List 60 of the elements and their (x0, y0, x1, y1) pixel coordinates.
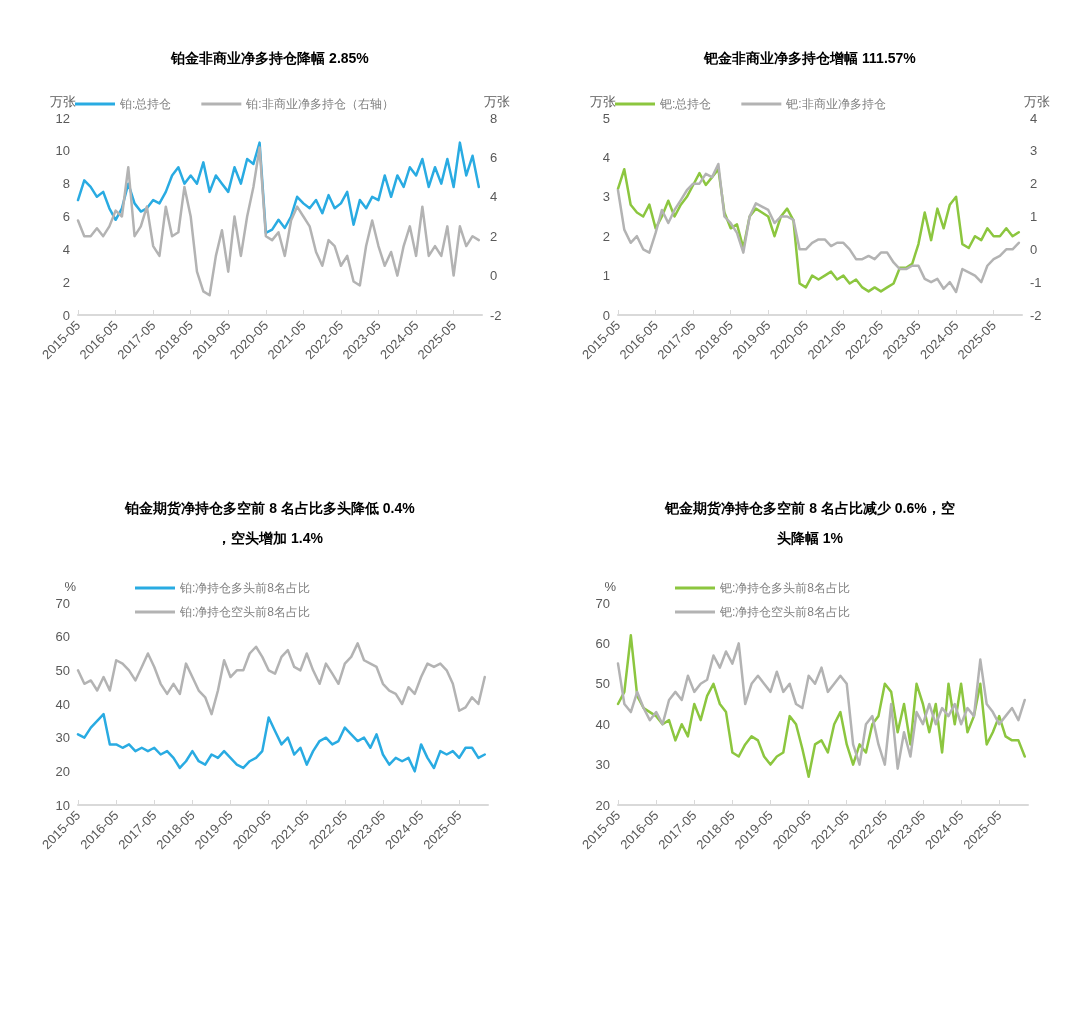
y-tick-label: 1 (602, 268, 610, 284)
legend-label: 钯:净持仓多头前8名占比 (719, 581, 851, 595)
y-tick-label: 2 (602, 228, 610, 244)
y-axis-title: % (604, 579, 617, 594)
y2-tick-label: 2 (1030, 176, 1038, 192)
y-tick-label: 6 (62, 209, 70, 224)
legend-label: 钯:非商业净多持仓 (785, 97, 886, 111)
legend-label: 铂:净持仓多头前8名占比 (179, 581, 311, 595)
chart-title: 铂金非商业净多持仓降幅 2.85% (170, 50, 370, 66)
y-tick-label: 5 (602, 110, 610, 126)
y-tick-label: 30 (595, 757, 610, 773)
y-tick-label: 2 (62, 274, 70, 290)
y2-axis-title: 万张 (484, 94, 510, 109)
legend-label: 钯:净持仓空头前8名占比 (719, 605, 851, 619)
y-tick-label: 0 (602, 307, 610, 323)
y2-tick-label: -2 (1030, 307, 1042, 323)
y-tick-label: 40 (595, 716, 610, 732)
y2-tick-label: 4 (490, 189, 498, 205)
y-tick-label: 60 (595, 635, 610, 651)
y-tick-label: 70 (55, 595, 70, 611)
legend-label: 钯:总持仓 (659, 97, 712, 111)
y-tick-label: 8 (62, 176, 70, 192)
y2-tick-label: 8 (490, 110, 498, 126)
y2-tick-label: -1 (1030, 274, 1042, 290)
chart-title: 钯金期货净持仓多空前 8 名占比减少 0.6%，空头降幅 1% (664, 500, 955, 546)
y-tick-label: 60 (55, 629, 70, 645)
y-tick-label: 0 (62, 307, 70, 323)
y-tick-label: 50 (595, 676, 610, 692)
y-tick-label: 10 (55, 143, 70, 159)
y-tick-label: 4 (62, 241, 70, 257)
y2-tick-label: 0 (490, 268, 498, 284)
line-series (76, 712, 487, 773)
y-axis-title: % (64, 579, 77, 594)
y-tick-label: 12 (55, 110, 70, 126)
line-series (76, 642, 487, 716)
y2-tick-label: 1 (1030, 209, 1038, 224)
line-series (76, 146, 481, 297)
y-axis-title: 万张 (50, 94, 76, 109)
y2-tick-label: -2 (490, 307, 502, 323)
y-tick-label: 3 (602, 189, 610, 205)
y2-tick-label: 2 (490, 228, 498, 244)
legend-label: 铂:总持仓 (119, 97, 172, 111)
y2-tick-label: 4 (1030, 110, 1038, 126)
legend-label: 铂:净持仓空头前8名占比 (179, 605, 311, 619)
y-tick-label: 30 (55, 730, 70, 746)
y2-tick-label: 6 (490, 149, 498, 165)
y2-axis-title: 万张 (1024, 94, 1050, 109)
chart-title: 钯金非商业净多持仓增幅 111.57% (703, 50, 917, 66)
y-tick-label: 20 (55, 763, 70, 779)
y-tick-label: 4 (602, 149, 610, 165)
y2-tick-label: 3 (1030, 143, 1038, 159)
chart-title: 铂金期货净持仓多空前 8 名占比多头降低 0.4%，空头增加 1.4% (124, 500, 416, 546)
y-axis-title: 万张 (590, 94, 616, 109)
y-tick-label: 40 (55, 696, 70, 712)
y-tick-label: 50 (55, 662, 70, 678)
legend-label: 铂:非商业净多持仓（右轴） (245, 97, 394, 111)
y2-tick-label: 0 (1030, 241, 1038, 257)
y-tick-label: 70 (595, 595, 610, 611)
y-tick-label: 10 (55, 797, 70, 813)
y-tick-label: 20 (595, 797, 610, 813)
